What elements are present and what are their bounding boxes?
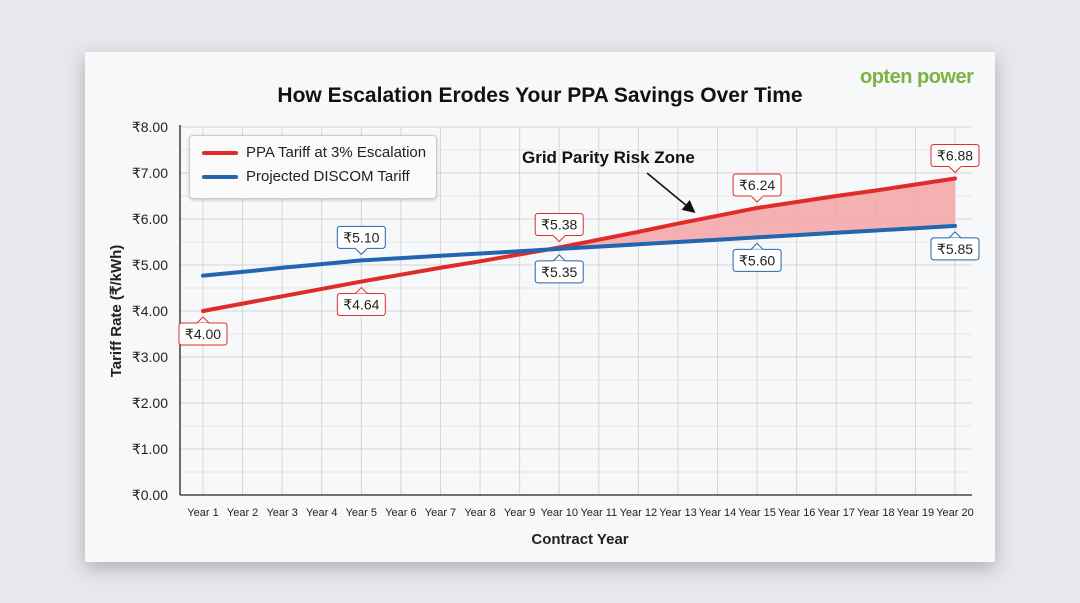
- data-label-tip-mask: [949, 237, 961, 240]
- y-tick-label: ₹1.00: [132, 441, 168, 457]
- data-label-tip-mask: [751, 194, 763, 197]
- chart-title: How Escalation Erodes Your PPA Savings O…: [277, 84, 803, 107]
- x-tick-label: Year 20: [936, 507, 974, 519]
- x-tick-label: Year 11: [580, 507, 617, 519]
- data-label-tip-mask: [355, 247, 367, 249]
- x-tick-label: Year 18: [857, 507, 895, 519]
- y-tick-label: ₹4.00: [132, 303, 168, 319]
- data-label-tip-mask: [355, 293, 367, 296]
- x-tick-label: Year 1: [187, 507, 218, 519]
- data-label: ₹4.00: [185, 326, 221, 342]
- data-label-box: [178, 316, 228, 346]
- x-tick-label: Year 5: [346, 507, 377, 519]
- data-label-box: [930, 144, 980, 174]
- y-tick-label: ₹0.00: [132, 487, 168, 503]
- data-label-box: [534, 254, 584, 284]
- data-label: ₹5.85: [937, 241, 973, 257]
- data-label-tip-mask: [197, 323, 209, 325]
- data-label: ₹6.88: [937, 148, 973, 164]
- data-label-box: [732, 242, 782, 272]
- x-axis-label: Contract Year: [531, 531, 629, 548]
- y-axis-label: Tariff Rate (₹/kWh): [108, 244, 125, 378]
- legend-item-discom: Projected DISCOM Tariff: [202, 168, 410, 185]
- legend-label: PPA Tariff at 3% Escalation: [246, 144, 427, 161]
- legend-item-ppa: PPA Tariff at 3% Escalation: [202, 144, 426, 161]
- data-label: ₹5.38: [541, 217, 577, 233]
- x-tick-label: Year 8: [464, 507, 495, 519]
- y-tick-label: ₹5.00: [132, 257, 168, 273]
- discom-line: [201, 223, 957, 278]
- y-tick-label: ₹7.00: [132, 165, 168, 181]
- x-tick-label: Year 7: [425, 507, 456, 519]
- x-tick-label: Year 4: [306, 507, 337, 519]
- x-tick-label: Year 17: [817, 507, 855, 519]
- x-tick-label: Year 6: [385, 507, 416, 519]
- brand-logo: opten power: [860, 66, 974, 88]
- x-tick-label: Year 13: [659, 507, 697, 519]
- data-label-tip-mask: [553, 234, 565, 237]
- data-label: ₹5.35: [541, 264, 577, 280]
- legend-swatch: [202, 150, 238, 155]
- data-label-box: [336, 225, 386, 255]
- x-tick-label: Year 3: [266, 507, 297, 519]
- y-tick-label: ₹2.00: [132, 395, 168, 411]
- ppa-line: [201, 176, 957, 313]
- data-label-box: [336, 287, 386, 317]
- data-label-tip-mask: [553, 260, 565, 263]
- data-label-tip-mask: [949, 165, 961, 168]
- legend-swatch: [202, 174, 238, 179]
- x-tick-label: Year 19: [897, 507, 935, 519]
- legend: PPA Tariff at 3% Escalation Projected DI…: [189, 135, 437, 199]
- y-tick-label: ₹3.00: [132, 349, 168, 365]
- annotation-label: Grid Parity Risk Zone: [522, 148, 695, 167]
- x-tick-label: Year 16: [778, 507, 816, 519]
- data-label: ₹5.10: [343, 229, 379, 245]
- data-label: ₹6.24: [739, 177, 775, 193]
- x-tick-label: Year 14: [699, 507, 737, 519]
- x-tick-label: Year 2: [227, 507, 258, 519]
- x-tick-label: Year 15: [738, 507, 776, 519]
- data-label-tip-mask: [751, 249, 763, 251]
- data-label-box: [930, 231, 980, 261]
- data-label: ₹5.60: [739, 252, 775, 268]
- y-tick-label: ₹6.00: [132, 211, 168, 227]
- data-label-box: [732, 173, 782, 203]
- annotation-arrow: [646, 172, 696, 214]
- data-label-box: [534, 213, 584, 243]
- x-tick-label: Year 10: [540, 507, 578, 519]
- data-label: ₹4.64: [343, 297, 379, 313]
- x-tick-label: Year 9: [504, 507, 535, 519]
- x-tick-label: Year 12: [620, 507, 658, 519]
- y-tick-label: ₹8.00: [132, 119, 168, 135]
- legend-label: Projected DISCOM Tariff: [246, 168, 410, 185]
